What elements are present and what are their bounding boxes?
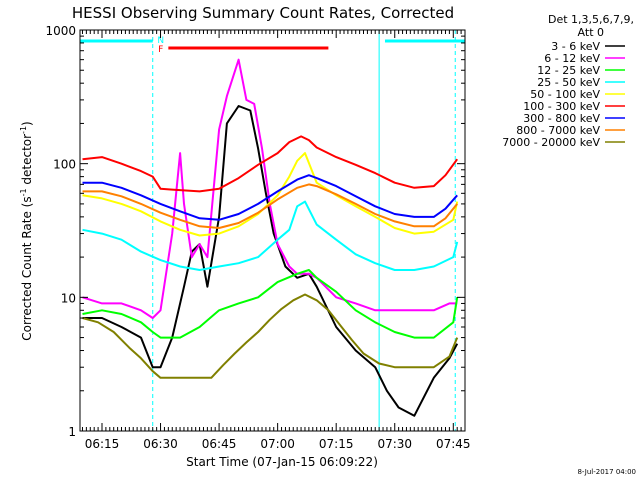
series-line-3: [82, 269, 459, 339]
flag-marker-label: F: [158, 45, 163, 55]
legend-entry-label: 100 - 300 keV: [523, 100, 600, 113]
x-tick-label: 07:45: [436, 437, 471, 451]
legend-entry-label: 25 - 50 keV: [537, 76, 600, 89]
x-axis: 06:15 06:30 06:45 07:00 07:15 07:30 07:45: [81, 30, 471, 451]
x-tick-label: 06:45: [202, 437, 237, 451]
generation-timestamp: 8-Jul-2017 04:00: [577, 468, 636, 476]
series-line-2: [82, 58, 458, 319]
legend-entry-label: 3 - 6 keV: [551, 40, 600, 53]
y-axis-label-exponent: -1: [19, 126, 28, 134]
y-tick-label: 100: [53, 158, 76, 172]
legend-entry-label: 7000 - 20000 keV: [502, 136, 600, 149]
legend-entry-label: 50 - 100 keV: [530, 88, 600, 101]
legend-entry-label: 800 - 7000 keV: [516, 124, 600, 137]
series-line-1: [82, 105, 459, 417]
x-tick-label: 07:00: [260, 437, 295, 451]
plot-frame: [79, 29, 466, 432]
legend-entry-label: 12 - 25 keV: [537, 64, 600, 77]
y-tick-label: 1000: [45, 24, 76, 38]
series-line-9: [82, 293, 459, 379]
y-axis-label-part: Corrected Count Rate (s: [20, 196, 34, 340]
series-line-8: [82, 183, 458, 229]
chart-title: HESSI Observing Summary Count Rates, Cor…: [72, 4, 454, 22]
legend-entry-label: 300 - 800 keV: [523, 112, 600, 125]
night-marker-label: N: [157, 36, 164, 46]
series-lines: [82, 58, 459, 417]
legend-header-line: Det 1,3,5,6,7,9,: [548, 13, 634, 26]
y-axis-label-exponent: -1: [19, 188, 28, 196]
y-tick-label: 10: [61, 291, 76, 305]
y-axis-label-part: ): [20, 121, 34, 126]
series-line-7: [82, 174, 458, 221]
y-axis-label-part: detector: [20, 134, 34, 189]
series-line-5: [82, 152, 459, 237]
x-axis-label: Start Time (07-Jan-15 06:09:22): [186, 455, 378, 469]
x-tick-label: 06:30: [143, 437, 178, 451]
series-line-4: [82, 200, 459, 271]
x-tick-label: 07:30: [377, 437, 412, 451]
series-line-6: [82, 135, 459, 193]
legend-entry-label: 6 - 12 keV: [544, 52, 600, 65]
legend-header-line: Att 0: [578, 26, 604, 39]
y-axis-label: Corrected Count Rate (s-1 detector-1): [19, 121, 34, 340]
x-tick-label: 06:15: [85, 437, 120, 451]
y-axis: 1 10 100 1000: [45, 24, 465, 439]
x-tick-label: 07:15: [319, 437, 354, 451]
y-tick-label: 1: [68, 425, 76, 439]
